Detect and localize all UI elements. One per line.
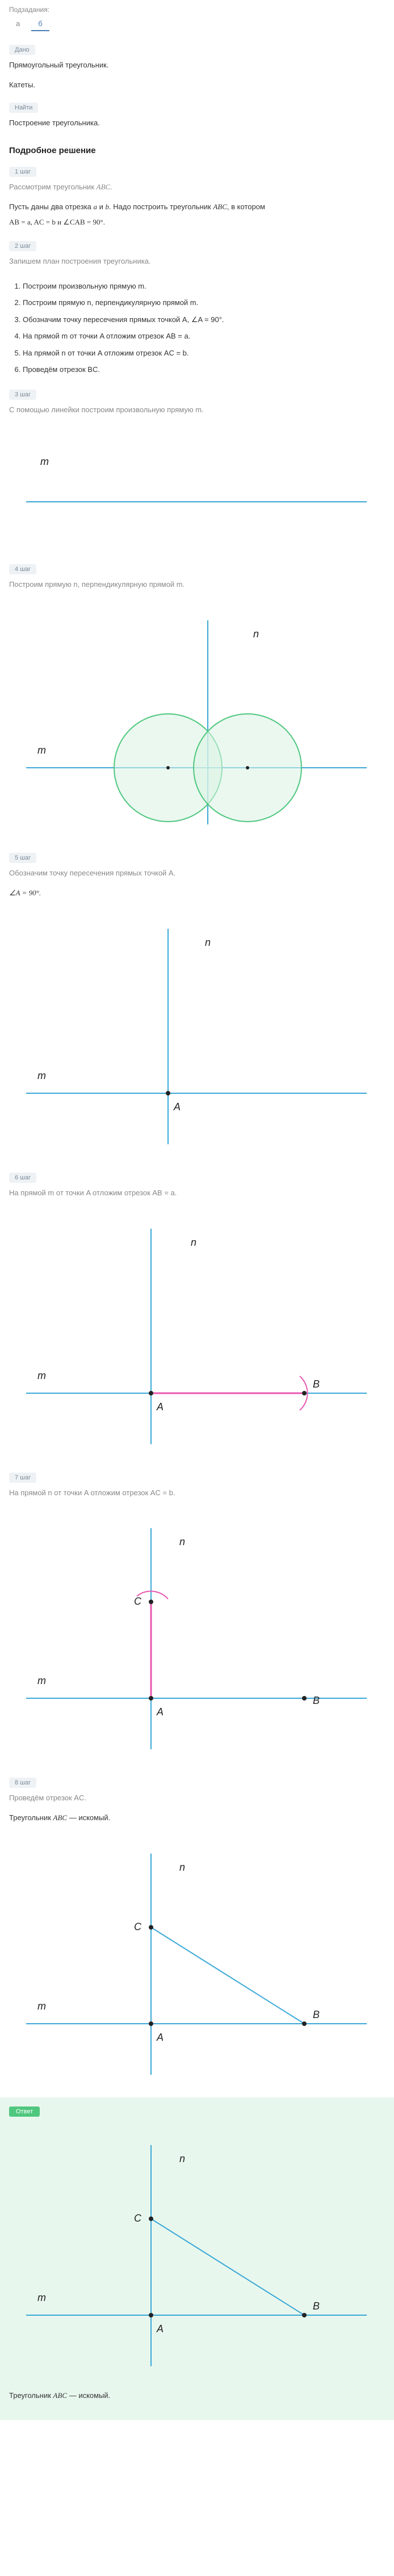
list-item: Построим прямую n, перпендикулярную прям…	[23, 294, 385, 311]
figure-step-8: m n A B C	[0, 1837, 394, 2092]
s1p2d: , в котором	[227, 202, 265, 211]
step-5-text: Обозначим точку пересечения прямых точко…	[0, 866, 394, 886]
list-item: Обозначим точку пересечения прямых точко…	[23, 311, 385, 328]
svg-text:n: n	[191, 1237, 196, 1248]
solution-heading: Подробное решение	[0, 136, 394, 161]
ans-a: Треугольник	[9, 2391, 53, 2400]
step-6-text: На прямой m от точки A отложим отрезок A…	[0, 1186, 394, 1206]
svg-text:A: A	[156, 2032, 164, 2043]
given-text-1: Прямоугольный треугольник.	[0, 58, 394, 78]
svg-text:m: m	[37, 2292, 46, 2303]
step-5-eq: ∠A = 90°.	[0, 886, 394, 906]
svg-text:A: A	[156, 1401, 164, 1412]
step-1-t1: Рассмотрим треугольник	[9, 183, 97, 191]
step-2-badge: 2 шаг	[9, 241, 36, 251]
step-7-badge: 7 шаг	[9, 1473, 36, 1483]
step-2-list: Построим произвольную прямую m. Построим…	[0, 274, 394, 384]
ans-b: ABC	[53, 2391, 68, 2400]
given-badge: Дано	[9, 45, 35, 55]
svg-text:m: m	[37, 2000, 46, 2012]
svg-text:m: m	[37, 745, 46, 756]
step-8-text: Проведём отрезок AC.	[0, 1791, 394, 1811]
tab-b[interactable]: б	[31, 17, 49, 31]
s1p2a: Пусть даны два отрезка	[9, 202, 94, 211]
svg-text:n: n	[179, 1536, 185, 1547]
svg-text:A: A	[156, 1706, 164, 1718]
step-5-badge: 5 шаг	[9, 853, 36, 863]
svg-text:C: C	[134, 1921, 142, 1932]
list-item: Построим произвольную прямую m.	[23, 278, 385, 295]
find-text: Построение треугольника.	[0, 116, 394, 136]
s1tri2: ABC	[213, 202, 227, 211]
svg-text:n: n	[179, 1862, 185, 1873]
step-4-badge: 4 шаг	[9, 564, 36, 574]
answer-badge: Ответ	[9, 2107, 40, 2117]
svg-text:m: m	[37, 1370, 46, 1381]
svg-text:C: C	[134, 2213, 142, 2224]
s5eq: ∠A = 90°.	[9, 889, 41, 897]
step-2-text: Запишем план построения треугольника.	[0, 255, 394, 274]
figure-step-5: m n A	[0, 912, 394, 1161]
step-1-t2: .	[110, 183, 112, 191]
list-item: Проведём отрезок BC.	[23, 361, 385, 378]
figure-step-7: m n A B C	[0, 1511, 394, 1766]
s8fc: — искомый.	[67, 1813, 110, 1822]
subtasks-label: Подзадания:	[0, 0, 394, 17]
svg-text:m: m	[37, 1675, 46, 1686]
step-6-badge: 6 шаг	[9, 1173, 36, 1183]
ans-c: — искомый.	[67, 2391, 110, 2400]
step-1-tri: ABC	[97, 183, 111, 191]
figure-step-4: m n	[0, 603, 394, 841]
answer-text: Треугольник ABC — искомый.	[0, 2389, 394, 2409]
step-8-badge: 8 шаг	[9, 1778, 36, 1788]
svg-text:n: n	[253, 628, 259, 640]
svg-text:C: C	[134, 1596, 142, 1607]
tabs: а б	[0, 17, 394, 40]
tab-a[interactable]: а	[9, 17, 27, 31]
svg-answer: m n A B C	[9, 2134, 384, 2378]
step-4-text: Построим прямую n, перпендикулярную прям…	[0, 578, 394, 598]
given-text-2: Катеты.	[0, 78, 394, 98]
step-3-text: С помощью линейки построим произвольную …	[0, 403, 394, 423]
svg-text:B: B	[313, 1378, 320, 1390]
figure-step-6: m n A B	[0, 1212, 394, 1461]
step-1-badge: 1 шаг	[9, 167, 36, 177]
s1eq: AB = a, AC = b и ∠CAB = 90°.	[9, 213, 385, 229]
step-1-text: Рассмотрим треугольник ABC.	[0, 180, 394, 200]
list-item: На прямой m от точки A отложим отрезок A…	[23, 328, 385, 345]
svg-text:n: n	[179, 2153, 185, 2164]
step-8-final: Треугольник ABC — искомый.	[0, 1811, 394, 1831]
m-label: m	[40, 456, 49, 467]
step-7-text: На прямой n от точки A отложим отрезок A…	[0, 1486, 394, 1506]
find-badge: Найти	[9, 103, 38, 113]
answer-block: Ответ m n A B C Треугольник ABC — искомы…	[0, 2097, 394, 2420]
s1p2b: и	[97, 202, 106, 211]
list-item: На прямой n от точки A отложим отрезок A…	[23, 345, 385, 362]
svg-text:n: n	[205, 937, 211, 948]
step-1-para2: Пусть даны два отрезка a и b. Надо постр…	[0, 200, 394, 235]
step-3-badge: 3 шаг	[9, 390, 36, 400]
svg-text:A: A	[156, 2323, 164, 2334]
svg-text:A: A	[173, 1101, 181, 1113]
figure-answer: m n A B C	[0, 2128, 394, 2383]
s1p2c: . Надо построить треугольник	[109, 202, 213, 211]
svg-text:B: B	[313, 2300, 320, 2312]
svg-text:B: B	[313, 2009, 320, 2020]
svg-text:B: B	[313, 1695, 320, 1706]
s8fa: Треугольник	[9, 1813, 53, 1822]
figure-step-3: m	[0, 428, 394, 553]
s8fb: ABC	[53, 1813, 68, 1822]
svg-text:m: m	[37, 1070, 46, 1081]
